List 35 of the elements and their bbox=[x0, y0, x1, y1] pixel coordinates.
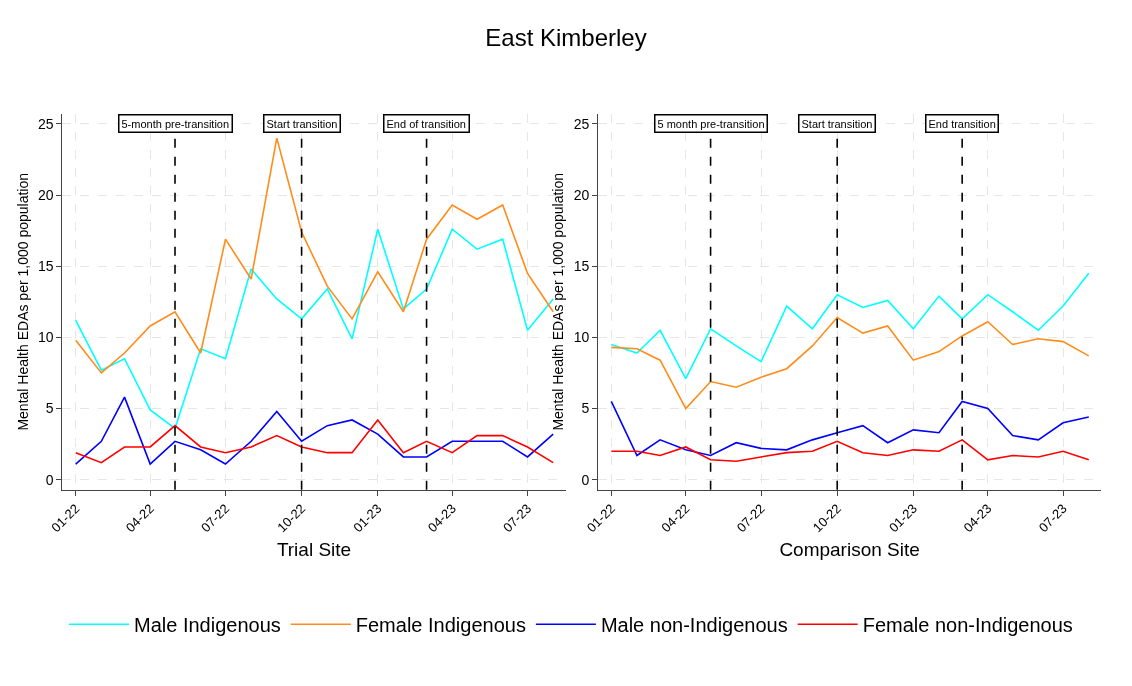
y-tick-label: 25 bbox=[573, 115, 590, 132]
legend-label: Male non-Indigenous bbox=[600, 613, 788, 636]
ref-line-label: 5-month pre-transition bbox=[121, 117, 230, 130]
line-series bbox=[610, 272, 1090, 380]
y-tick-label: 20 bbox=[573, 186, 590, 203]
line-series bbox=[74, 419, 554, 464]
chart-title: East Kimberley bbox=[485, 24, 647, 52]
y-tick-label: 5 bbox=[581, 400, 590, 417]
line-series bbox=[610, 400, 1090, 457]
y-axis-title: Mental Health EDAs per 1,000 population bbox=[550, 173, 567, 431]
y-tick-label: 0 bbox=[581, 471, 590, 488]
x-axis-title: Trial Site bbox=[276, 538, 352, 560]
ref-line-label: End transition bbox=[928, 117, 996, 130]
legend-label: Female Indigenous bbox=[355, 613, 526, 636]
y-tick-label: 10 bbox=[38, 329, 54, 346]
y-tick-label: 20 bbox=[38, 186, 54, 203]
ref-line-label: Start transition bbox=[266, 117, 338, 130]
line-series bbox=[610, 316, 1090, 410]
y-tick-label: 0 bbox=[45, 471, 54, 488]
y-tick-label: 5 bbox=[45, 400, 54, 417]
line-series bbox=[74, 228, 554, 430]
line-series bbox=[74, 396, 554, 465]
ref-line-label: Start transition bbox=[801, 117, 873, 130]
y-tick-label: 15 bbox=[573, 258, 590, 275]
y-tick-label: 10 bbox=[573, 329, 590, 346]
x-axis-title: Comparison Site bbox=[779, 538, 920, 560]
legend-label: Female non-Indigenous bbox=[862, 613, 1073, 636]
ref-line-label: 5 month pre-transition bbox=[657, 117, 765, 130]
line-series bbox=[74, 137, 554, 374]
y-axis-title: Mental Health EDAs per 1,000 population bbox=[14, 173, 31, 431]
ref-line-label: End of transition bbox=[386, 117, 466, 130]
line-series bbox=[610, 439, 1090, 463]
y-tick-label: 25 bbox=[38, 115, 54, 132]
legend-label: Male Indigenous bbox=[134, 613, 281, 636]
y-tick-label: 15 bbox=[38, 258, 54, 275]
